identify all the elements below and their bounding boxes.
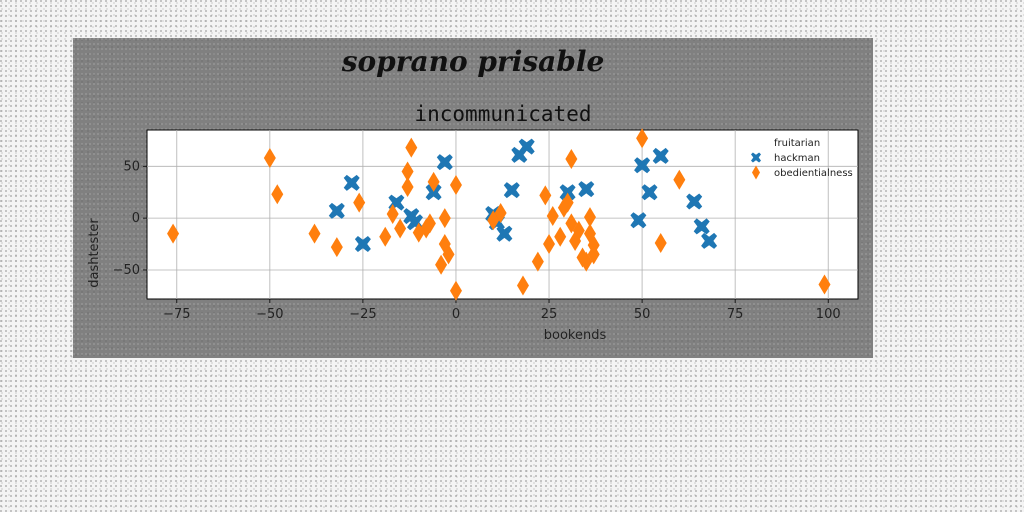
obedientialness-point: [401, 177, 414, 198]
obedientialness-point: [438, 208, 451, 229]
obedientialness-point: [516, 275, 529, 296]
obedientialness-point: [386, 203, 399, 224]
obedientialness-point: [561, 192, 574, 213]
obedientialness-point: [379, 226, 392, 247]
obedientialness-point: [587, 244, 600, 265]
x-tick-label: 0: [452, 307, 460, 322]
hackman-point: [701, 232, 718, 249]
chart-figure: soprano prisable incommunicated −75 −50 −2…: [73, 38, 873, 358]
hackman-point: [436, 154, 453, 171]
hackman-point: [503, 182, 520, 199]
obedientialness-point: [554, 226, 567, 247]
y-tick-label: 0: [132, 211, 140, 226]
legend-label-obedientialness: obedientialness: [774, 168, 853, 179]
obedientialness-point: [449, 174, 462, 195]
obedientialness-point: [572, 220, 585, 241]
x-tick-label: −25: [349, 307, 376, 322]
obedientialness-point: [394, 218, 407, 239]
obedientialness-point: [167, 223, 180, 244]
x-tick-label: −75: [163, 307, 190, 322]
legend-marker-diamond-icon: [752, 165, 760, 180]
obedientialness-point: [576, 247, 589, 268]
hackman-point: [425, 184, 442, 201]
x-tick-label: 50: [634, 307, 651, 322]
chart-suptitle: soprano prisable: [341, 45, 605, 78]
x-tick-label: −50: [256, 307, 283, 322]
chart-canvas: soprano prisable incommunicated −75 −50 −2…: [87, 45, 859, 343]
y-tick-label: 50: [123, 159, 140, 174]
legend-label-hackman: hackman: [774, 153, 820, 164]
obedientialness-point: [673, 169, 686, 190]
obedientialness-point: [818, 274, 831, 295]
obedientialness-point: [263, 147, 276, 168]
legend-marker-x-icon: [751, 152, 761, 163]
legend: fruitarian hackman obedientialness: [751, 138, 853, 180]
obedientialness-point: [308, 223, 321, 244]
hackman-point: [343, 174, 360, 191]
data-points: [167, 128, 831, 301]
obedientialness-point: [636, 128, 649, 149]
hackman-point: [652, 147, 669, 164]
x-tick-label: 100: [816, 307, 841, 322]
hackman-point: [578, 181, 595, 198]
obedientialness-point: [494, 202, 507, 223]
obedientialness-point: [427, 171, 440, 192]
chart-title: incommunicated: [414, 102, 591, 126]
x-tick-label: 25: [541, 307, 558, 322]
x-tick-label: 75: [727, 307, 744, 322]
y-axis-label: dashtester: [87, 218, 102, 288]
hackman-point: [559, 184, 576, 201]
obedientialness-point: [543, 234, 556, 255]
obedientialness-point: [449, 280, 462, 301]
obedientialness-point: [401, 161, 414, 182]
obedientialness-point: [654, 233, 667, 254]
obedientialness-point: [423, 213, 436, 234]
hackman-point: [641, 184, 658, 201]
x-axis-label: bookends: [544, 328, 607, 343]
obedientialness-point: [557, 197, 570, 218]
hackman-point: [328, 202, 345, 219]
obedientialness-point: [546, 206, 559, 227]
obedientialness-point: [405, 137, 418, 158]
hackman-point: [686, 193, 703, 210]
hackman-point: [634, 157, 651, 174]
hackman-point: [630, 212, 647, 229]
hackman-point: [496, 225, 513, 242]
legend-label-fruitarian: fruitarian: [774, 138, 820, 149]
hackman-point: [693, 218, 710, 235]
obedientialness-point: [353, 192, 366, 213]
axis-ticks: −75 −50 −25 0 25 50 75 100 −50 0 50: [113, 159, 841, 322]
obedientialness-point: [330, 237, 343, 258]
obedientialness-point: [442, 244, 455, 265]
legend-item-hackman: hackman: [751, 152, 820, 164]
obedientialness-point: [583, 207, 596, 228]
obedientialness-point: [271, 184, 284, 205]
hackman-point: [518, 138, 535, 155]
y-tick-label: −50: [113, 263, 140, 278]
hackman-point: [354, 236, 371, 252]
obedientialness-point: [531, 251, 544, 272]
obedientialness-point: [565, 149, 578, 170]
legend-item-fruitarian: fruitarian: [774, 138, 820, 149]
legend-item-obedientialness: obedientialness: [752, 165, 853, 180]
obedientialness-point: [435, 254, 448, 275]
obedientialness-point: [539, 185, 552, 206]
